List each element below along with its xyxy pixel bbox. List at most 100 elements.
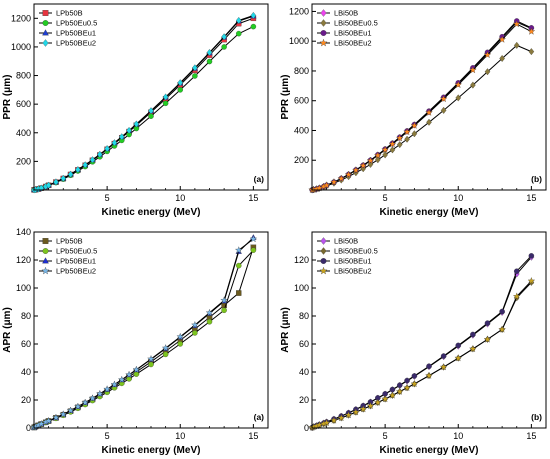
y-tick-label: 200 [294,155,309,165]
data-point [374,151,382,159]
data-point [359,161,367,169]
data-point [483,335,492,343]
series-line [34,26,254,191]
series-line [311,256,532,429]
data-point [220,296,228,304]
x-tick-label: 15 [248,431,258,441]
data-point [82,161,88,169]
legend-label: LPb50B [56,9,83,18]
data-point [133,120,140,128]
x-tick-label: 5 [105,193,110,203]
data-point [66,406,75,414]
data-point [366,156,375,164]
x-tick-label: 15 [248,193,258,203]
y-axis-title: PPR (μm) [280,74,291,119]
data-point [513,41,520,49]
data-point [60,174,67,182]
data-point [396,141,403,149]
data-point [469,66,477,74]
series-line [33,249,254,428]
legend-marker [320,19,327,27]
legend-marker [41,266,50,275]
data-point [74,402,82,410]
panel-label: (b) [531,174,542,184]
data-point [512,292,521,300]
data-point [344,170,353,178]
y-tick-label: 100 [294,283,309,293]
legend-marker [42,238,49,244]
data-point [454,354,463,362]
y-tick-label: 800 [16,71,31,81]
chart-panel-1: 5 10 15 200 400 600 800 1000 1200 Kinetic energy … [2,3,269,218]
y-tick-label: 600 [16,99,31,109]
data-point [395,387,404,395]
series-LBi50BEu2 [308,20,536,194]
panel-label: (b) [531,412,542,422]
y-tick-label: 100 [16,283,31,293]
x-tick-label: 5 [383,193,388,203]
data-point [177,87,183,93]
chart-panel-4: 5 10 15 0 20 40 60 80 100 120 Kinetic energy (MeV)… [280,231,547,456]
data-point [177,79,184,87]
data-point [528,48,535,56]
legend-label: LBi50BEu0.5 [334,247,378,256]
data-point [439,94,448,103]
data-point [381,145,389,154]
data-point [235,262,242,269]
data-point [97,150,103,158]
series-line [311,280,532,429]
data-point [37,419,46,428]
legend-marker [319,266,328,275]
data-point [88,394,97,402]
data-point [498,35,506,43]
data-point [330,416,338,424]
x-tick-label: 10 [175,193,185,203]
data-point [162,100,169,107]
legend-label: LPb50BEu2 [56,39,96,48]
x-axis-title: Kinetic energy (MeV) [102,445,201,456]
data-point [425,108,433,116]
data-point [206,58,213,65]
data-point [359,405,367,413]
data-point [234,246,243,254]
data-point [67,170,74,178]
y-tick-label: 400 [294,125,309,135]
data-point [104,145,110,153]
data-point [389,386,396,393]
data-point [455,342,461,349]
data-point [221,44,227,50]
data-point [148,361,154,368]
data-point [52,413,60,421]
data-point [191,321,199,329]
data-point [192,330,198,336]
legend-marker [320,247,327,255]
series-LBi50BEu2 [308,277,536,431]
legend-marker [320,258,327,264]
legend-label: LPb50B [56,237,83,246]
data-point [249,235,258,243]
data-point [352,408,360,416]
y-tick-label: 60 [299,339,309,349]
legend-marker [320,237,327,245]
x-tick-label: 15 [526,193,536,203]
data-point [221,307,227,314]
x-tick-label: 15 [526,431,536,441]
y-axis-title: APR (μm) [280,307,291,353]
legend-label: LBi50BEu2 [334,39,372,48]
data-point [426,118,432,126]
data-point [117,375,126,383]
y-tick-label: 20 [299,395,309,405]
data-point [388,140,397,148]
data-point [439,363,448,371]
data-point [374,398,382,406]
data-point [395,134,404,142]
data-point [388,391,397,399]
legend-marker [42,257,49,264]
data-point [470,81,476,89]
series-LBi50BEu1 [309,253,535,431]
data-point [206,318,213,325]
data-point [337,413,346,422]
